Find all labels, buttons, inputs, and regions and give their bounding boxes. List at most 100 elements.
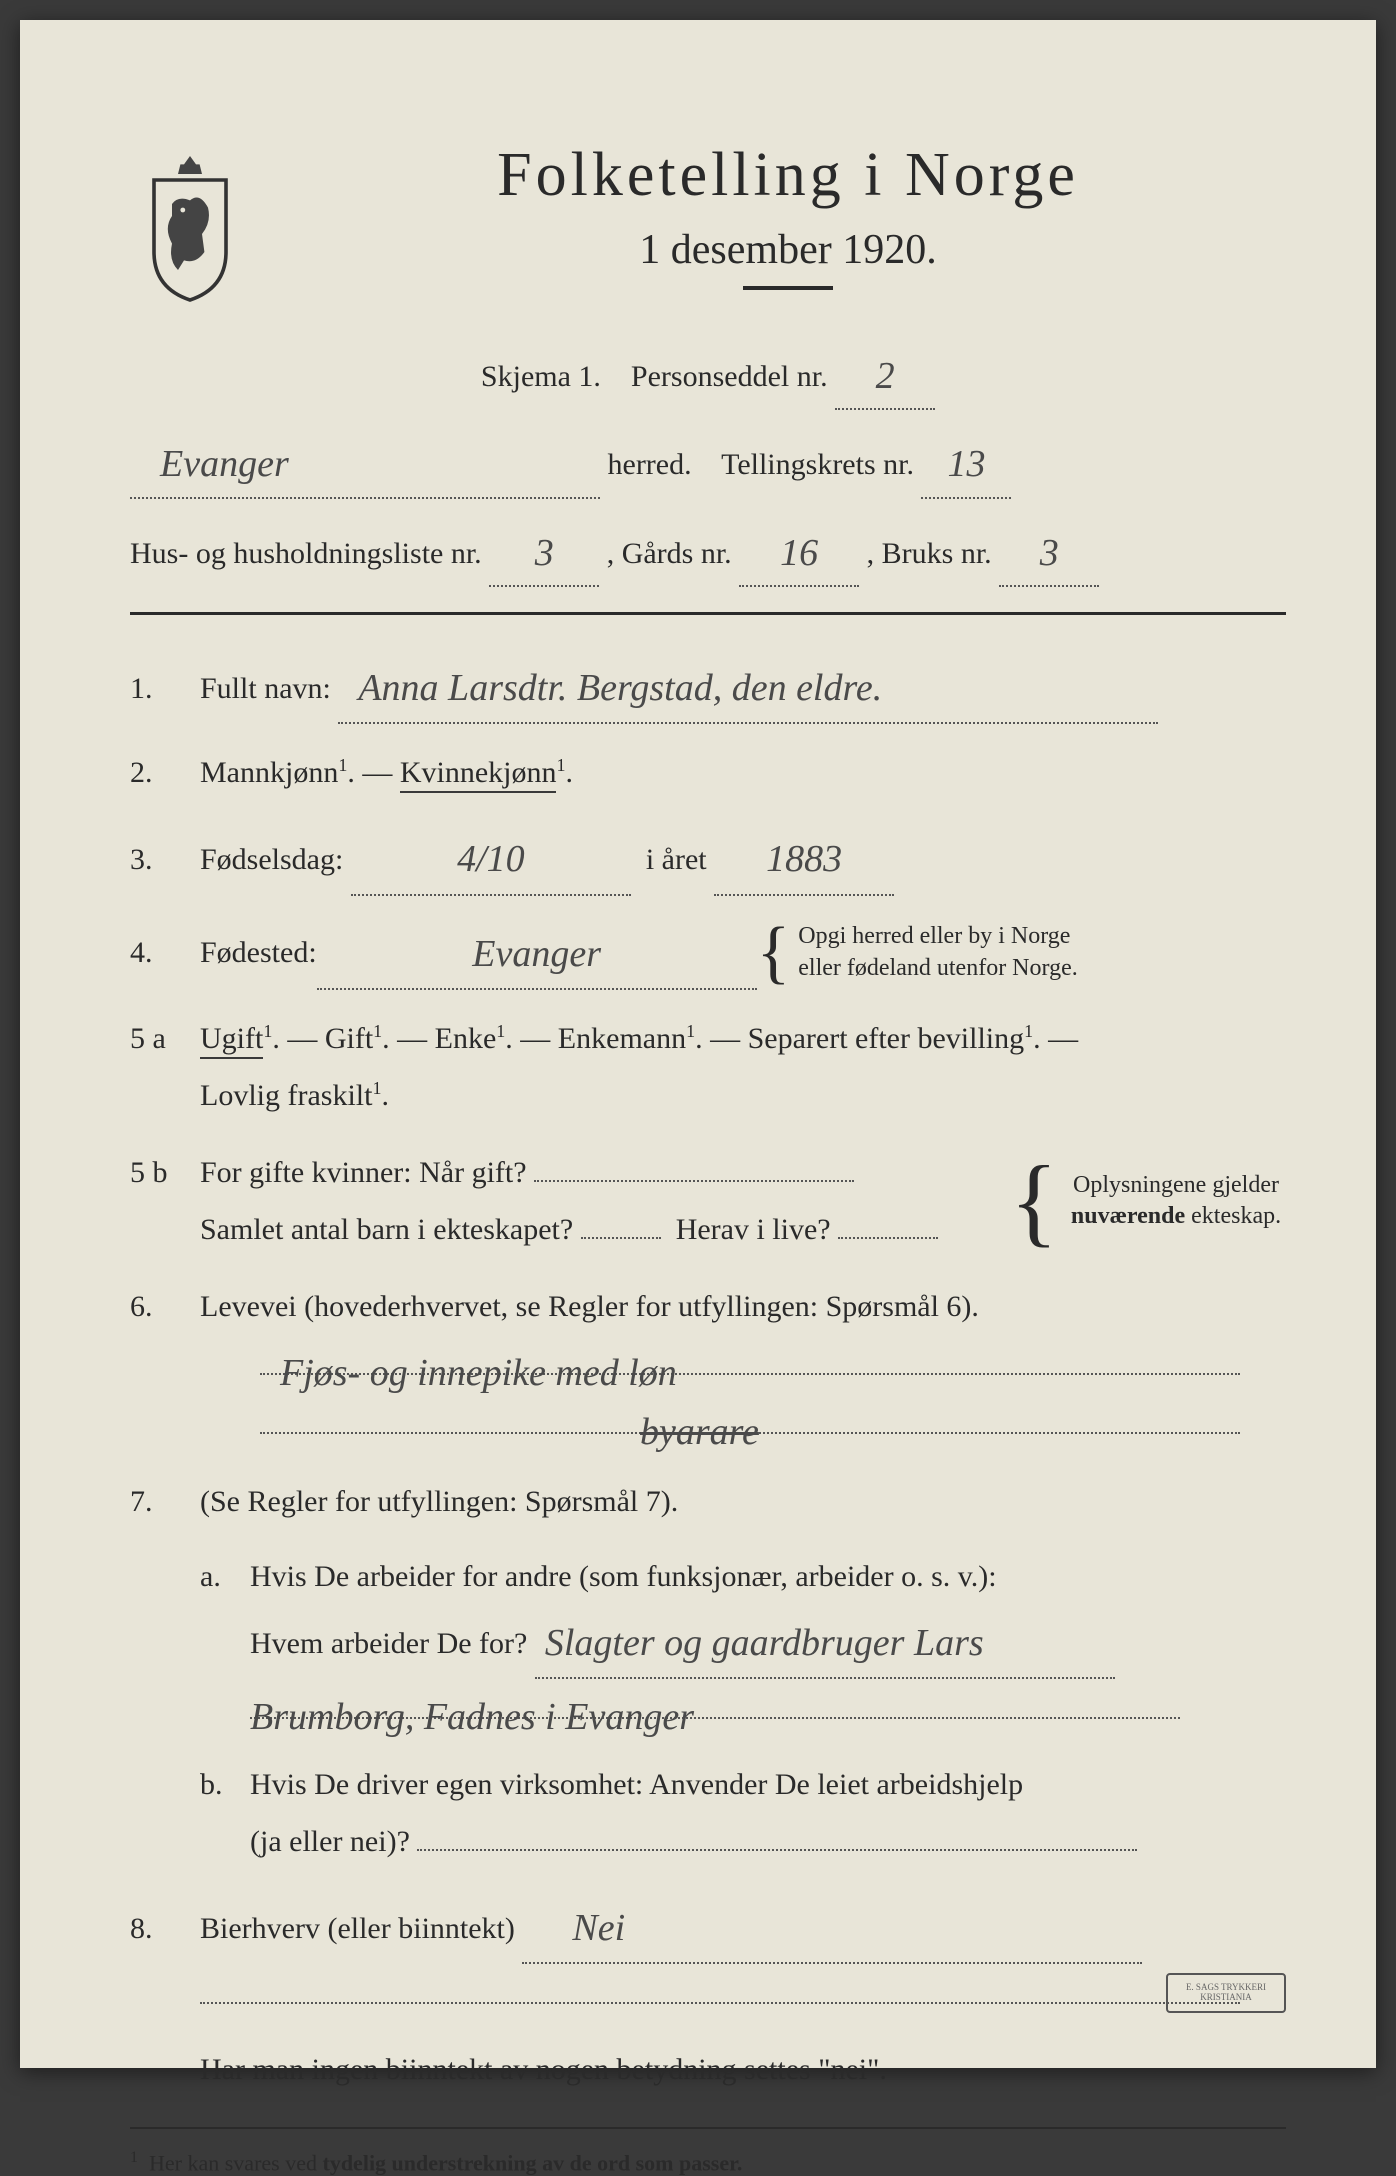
sep2: . — (382, 1022, 435, 1055)
q8-label: Bierhverv (eller biinntekt) (200, 1912, 515, 1945)
q7-num: 7. (130, 1485, 200, 1519)
q2-sep: . — (347, 756, 400, 789)
q7b: b. Hvis De driver egen virksomhet: Anven… (200, 1756, 1286, 1870)
q4-num: 4. (130, 936, 200, 970)
q7a-body: Hvis De arbeider for andre (som funksjon… (250, 1548, 1286, 1738)
footnote: 1 Her kan svares ved tydelig understrekn… (130, 2149, 1286, 2176)
q5b-body: For gifte kvinner: Når gift? Samlet anta… (200, 1144, 1286, 1258)
q8-field: Nei (522, 1890, 1142, 1964)
q7-row: 7. (Se Regler for utfyllingen: Spørsmål … (130, 1473, 1286, 1870)
q4-field: Evanger (317, 916, 757, 990)
q4-note: Opgi herred eller by i Norge eller fødel… (798, 921, 1118, 983)
q7-body: (Se Regler for utfyllingen: Spørsmål 7).… (200, 1473, 1286, 1870)
date-subtitle: 1 desember 1920. (290, 226, 1286, 274)
sup8: 1 (372, 1078, 381, 1098)
herred-label: herred. (608, 448, 692, 481)
husliste-line: Hus- og husholdningsliste nr. 3 , Gårds … (130, 517, 1286, 587)
q3-row: 3. Fødselsdag: 4/10 i året 1883 (130, 821, 1286, 895)
q5b-field3 (838, 1237, 938, 1239)
q6-field1: Fjøs- og innepike med løn (260, 1335, 1240, 1375)
sup6: 1 (686, 1021, 695, 1041)
q5a-row: 5 a Ugift1. — Gift1. — Enke1. — Enkemann… (130, 1010, 1286, 1124)
q5a-gift: Gift (325, 1022, 373, 1055)
skjema-label: Skjema 1. (481, 360, 601, 393)
q5b-left: For gifte kvinner: Når gift? Samlet anta… (200, 1144, 1010, 1258)
q5b-label1: For gifte kvinner: Når gift? (200, 1156, 527, 1189)
herred-line: Evanger herred. Tellingskrets nr. 13 (130, 428, 1286, 498)
herred-value: Evanger (160, 443, 289, 485)
sup3: 1 (263, 1021, 272, 1041)
q2-row: 2. Mannkjønn1. — Kvinnekjønn1. (130, 744, 1286, 801)
q8-field2 (200, 1964, 1240, 2004)
q2-mann: Mannkjønn (200, 756, 338, 789)
sup5: 1 (496, 1021, 505, 1041)
printer-stamp: E. SAGS TRYKKERI KRISTIANIA (1166, 1973, 1286, 2013)
q5a-fraskilt: Lovlig fraskilt (200, 1079, 372, 1112)
sep3: . — (505, 1022, 558, 1055)
q1-value: Anna Larsdtr. Bergstad, den eldre. (358, 667, 882, 709)
q5b-label2: Samlet antal barn i ekteskapet? (200, 1213, 573, 1246)
q5b-field1 (534, 1180, 854, 1182)
husliste-value: 3 (535, 532, 554, 574)
tellingskrets-value: 13 (947, 443, 985, 485)
q5b-note: Oplysningene gjelder nuværende ekteskap. (1066, 1170, 1286, 1232)
q6-num: 6. (130, 1290, 200, 1324)
q8-row: 8. Bierhverv (eller biinntekt) Nei (130, 1890, 1286, 2023)
q3-year: 1883 (766, 838, 842, 880)
main-divider (130, 612, 1286, 615)
q7b-field (417, 1849, 1137, 1851)
q5b-num: 5 b (130, 1156, 200, 1190)
q4-note-wrap: { Opgi herred eller by i Norge eller fød… (757, 921, 1119, 983)
q7-label: (Se Regler for utfyllingen: Spørsmål 7). (200, 1485, 678, 1518)
q6-value2: byarare (640, 1396, 759, 1434)
husliste-label: Hus- og husholdningsliste nr. (130, 537, 482, 570)
personseddel-label: Personseddel nr. (631, 360, 828, 393)
q5b-row: 5 b For gifte kvinner: Når gift? Samlet … (130, 1144, 1286, 1258)
q7a-num: a. (200, 1548, 250, 1738)
bruks-label: , Bruks nr. (867, 537, 992, 570)
title-block: Folketelling i Norge 1 desember 1920. (290, 140, 1286, 320)
q3-year-label: i året (646, 843, 707, 876)
brace-icon: { (757, 925, 791, 981)
footnote-before: Her kan svares ved (149, 2150, 323, 2175)
personseddel-field: 2 (835, 340, 935, 410)
q6-row: 6. Levevei (hovederhvervet, se Regler fo… (130, 1278, 1286, 1453)
crest-svg (130, 150, 250, 306)
q6-field2: byarare (260, 1394, 1240, 1434)
q4-value: Evanger (472, 933, 601, 975)
q6-value1: Fjøs- og innepike med løn (280, 1337, 677, 1375)
q6-label: Levevei (hovederhvervet, se Regler for u… (200, 1290, 979, 1323)
q8-value: Nei (572, 1907, 625, 1949)
sup4: 1 (373, 1021, 382, 1041)
q3-day-field: 4/10 (351, 821, 631, 895)
coat-of-arms-icon (130, 150, 250, 300)
q1-num: 1. (130, 672, 200, 706)
title-rule (743, 286, 833, 290)
q2-body: Mannkjønn1. — Kvinnekjønn1. (200, 744, 1286, 801)
herred-field: Evanger (130, 428, 600, 498)
census-form-page: Folketelling i Norge 1 desember 1920. Sk… (20, 20, 1376, 2068)
q5a-ugift: Ugift (200, 1022, 263, 1059)
personseddel-value: 2 (876, 355, 895, 397)
bruks-value: 3 (1040, 532, 1059, 574)
gards-field: 16 (739, 517, 859, 587)
q5a-enke: Enke (435, 1022, 497, 1055)
q5a-separert: Separert efter bevilling (748, 1022, 1025, 1055)
sep1: . — (272, 1022, 325, 1055)
q6-body: Levevei (hovederhvervet, se Regler for u… (200, 1278, 1286, 1453)
q8-body: Bierhverv (eller biinntekt) Nei (200, 1890, 1286, 2023)
q1-field: Anna Larsdtr. Bergstad, den eldre. (338, 650, 1158, 724)
footnote-num: 1 (130, 2149, 138, 2166)
tellingskrets-label: Tellingskrets nr. (721, 448, 914, 481)
sup7: 1 (1024, 1021, 1033, 1041)
q3-year-field: 1883 (714, 821, 894, 895)
q8-num: 8. (130, 1912, 200, 1946)
q3-label: Fødselsdag: (200, 843, 343, 876)
footnote-bold: tydelig understrekning av de ord som pas… (323, 2150, 743, 2175)
q7a-value2: Brumborg, Fadnes i Evanger (250, 1681, 694, 1719)
q5a-body: Ugift1. — Gift1. — Enke1. — Enkemann1. —… (200, 1010, 1286, 1124)
q4-label: Fødested: (200, 924, 317, 981)
q7a-label2: Hvem arbeider De for? (250, 1627, 527, 1660)
q7a-field: Slagter og gaardbruger Lars (535, 1605, 1115, 1679)
q1-label: Fullt navn: (200, 672, 331, 705)
